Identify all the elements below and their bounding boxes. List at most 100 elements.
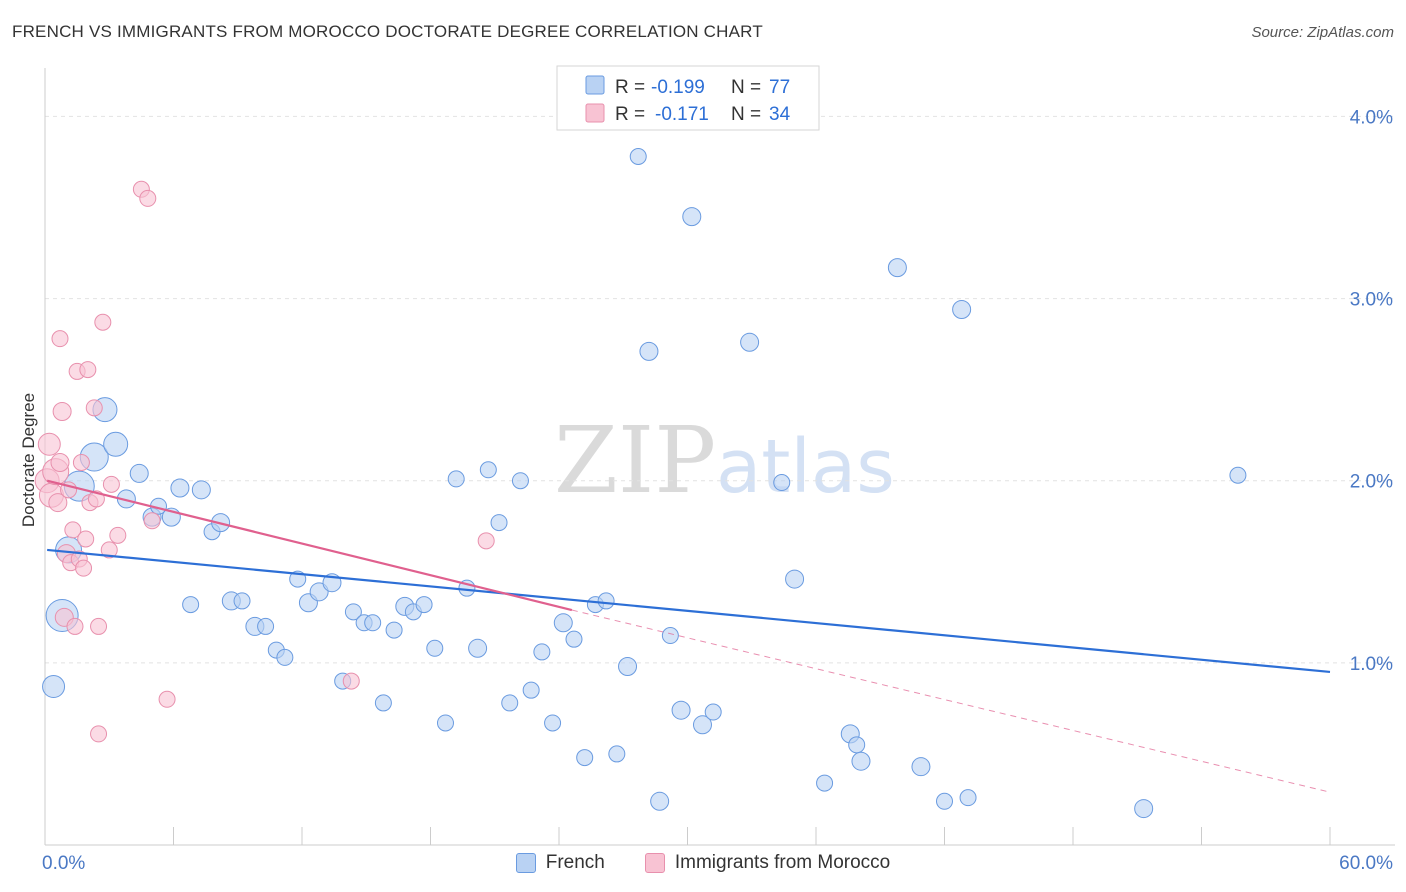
grid-lines [45,115,1395,664]
french-point-18 [233,592,251,610]
french-point-0 [42,675,66,699]
french-point-49 [565,630,583,648]
french-point-31 [374,694,392,712]
legend-r-label-french: R = [615,77,645,98]
french-point-72 [936,792,953,810]
morocco-point-19 [79,361,97,379]
french-point-13 [182,596,200,614]
morocco-point-26 [100,541,118,559]
french-point-14 [191,480,211,500]
watermark: ZIP atlas [554,407,895,514]
french-point-57 [650,791,670,811]
morocco-point-34 [477,532,495,550]
x-tick-label-max: 60.0% [1339,853,1393,874]
morocco-point-33 [342,672,360,690]
y-tick-label-3: 3.0% [1350,290,1393,311]
morocco-point-24 [90,725,108,743]
morocco-point-7 [52,402,72,421]
y-axis-title: Doctorate Degree [19,393,38,527]
morocco-point-5 [50,453,70,472]
french-point-35 [415,596,433,614]
french-point-43 [501,694,519,712]
morocco-point-23 [90,617,108,635]
french-point-59 [671,700,691,720]
legend-n-label-french: N = [731,77,761,98]
french-points [42,148,1247,819]
bottom-legend-french[interactable]: French [515,852,605,874]
french-point-69 [851,751,871,771]
trend-lines [46,479,1331,793]
french-point-6 [103,431,129,457]
morocco-point-31 [143,512,161,530]
morocco-point-6 [51,330,69,348]
french-point-70 [887,258,907,278]
legend-r-value-morocco: -0.171 [655,104,709,125]
morocco-point-30 [139,189,157,207]
french-point-36 [426,639,444,657]
french-point-75 [1134,799,1154,819]
morocco-point-13 [66,617,84,635]
french-point-37 [436,714,454,732]
morocco-point-25 [94,313,112,331]
morocco-point-1 [37,432,61,456]
bottom-legend-swatch-morocco [644,853,665,873]
french-point-63 [740,332,760,352]
source-label: Source: ZipAtlas.com [1251,24,1394,41]
french-point-74 [959,789,977,807]
french-point-47 [544,714,562,732]
bottom-legend: French Immigrants from Morocco [0,852,1406,874]
french-point-45 [522,681,540,699]
french-point-8 [129,463,149,483]
french-point-58 [661,627,679,645]
morocco-trend-line [46,479,573,612]
french-point-44 [511,472,529,490]
bottom-legend-swatch-french [515,853,536,873]
french-point-62 [704,703,722,721]
chart-title: FRENCH VS IMMIGRANTS FROM MOROCCO DOCTOR… [12,22,763,41]
french-point-60 [682,207,702,227]
y-tick-label-2: 2.0% [1350,472,1393,493]
bottom-legend-label-morocco: Immigrants from Morocco [674,852,891,873]
morocco-trend-extension [571,609,1331,793]
french-point-48 [553,613,573,633]
french-point-38 [447,470,465,488]
y-tick-label-1: 1.0% [1350,654,1393,675]
french-point-64 [773,474,791,492]
french-point-65 [785,569,805,589]
legend-swatch-french [585,75,605,95]
french-point-12 [170,478,190,498]
french-point-56 [639,341,659,361]
morocco-point-32 [158,690,176,708]
french-point-53 [608,745,626,763]
legend-n-label-morocco: N = [731,104,761,125]
y-tick-labels: 1.0% 2.0% 3.0% 4.0% [1350,107,1393,674]
legend-r-label-morocco: R = [615,104,645,125]
french-point-25 [309,582,329,602]
bottom-legend-morocco[interactable]: Immigrants from Morocco [644,852,891,874]
french-point-41 [479,461,497,479]
french-point-46 [533,643,551,661]
legend-swatch-morocco [585,103,605,123]
french-point-50 [576,749,594,767]
morocco-point-18 [77,530,95,548]
x-tick-label-min: 0.0% [42,853,85,874]
legend-n-value-french: 77 [769,77,790,98]
y-tick-label-4: 4.0% [1350,107,1393,128]
french-point-28 [344,603,362,621]
french-point-61 [692,715,712,735]
french-point-73 [952,300,972,319]
morocco-points [34,180,495,743]
morocco-point-12 [64,521,82,539]
french-point-32 [385,621,403,639]
bottom-legend-label-french: French [545,852,605,873]
french-point-71 [911,757,931,777]
morocco-point-28 [109,526,127,544]
x-tick-labels: 0.0% 60.0% [42,853,1393,874]
french-point-55 [629,148,647,165]
french-point-54 [618,657,638,676]
french-point-40 [468,638,488,658]
french-point-22 [276,648,294,666]
french-point-66 [816,774,834,792]
french-point-76 [1229,466,1247,484]
